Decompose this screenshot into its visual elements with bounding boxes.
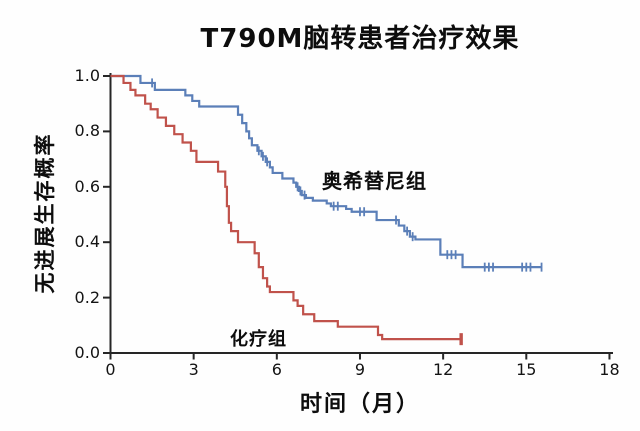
x-tick-label: 3 <box>188 360 199 379</box>
x-tick-label: 6 <box>271 360 282 379</box>
x-axis-label: 时间（月） <box>299 392 420 417</box>
y-tick-label: 0.2 <box>74 287 100 307</box>
censor-marks <box>151 78 543 346</box>
y-tick-label: 0.4 <box>74 232 100 252</box>
chart-title: T790M脑转患者治疗效果 <box>200 24 520 54</box>
chemo-curve-label: 化疗组 <box>230 329 287 350</box>
x-tick-label: 12 <box>432 360 454 379</box>
survival-curve <box>110 74 542 269</box>
survival-curve <box>110 74 462 341</box>
axes <box>109 73 613 354</box>
x-tick-label: 9 <box>354 360 366 379</box>
x-tick-label: 18 <box>599 360 620 379</box>
osimertinib-curve-label: 奥希替尼组 <box>322 169 427 193</box>
y-tick-label: 1.0 <box>74 66 100 85</box>
y-tick-label: 0.6 <box>74 176 100 196</box>
y-tick-label: 0.0 <box>74 343 100 362</box>
survival-curves <box>110 74 542 341</box>
y-tick-label: 0.8 <box>74 121 100 141</box>
axis-ticks <box>103 75 611 360</box>
x-tick-label: 0 <box>105 360 116 379</box>
x-tick-label: 15 <box>516 360 537 379</box>
